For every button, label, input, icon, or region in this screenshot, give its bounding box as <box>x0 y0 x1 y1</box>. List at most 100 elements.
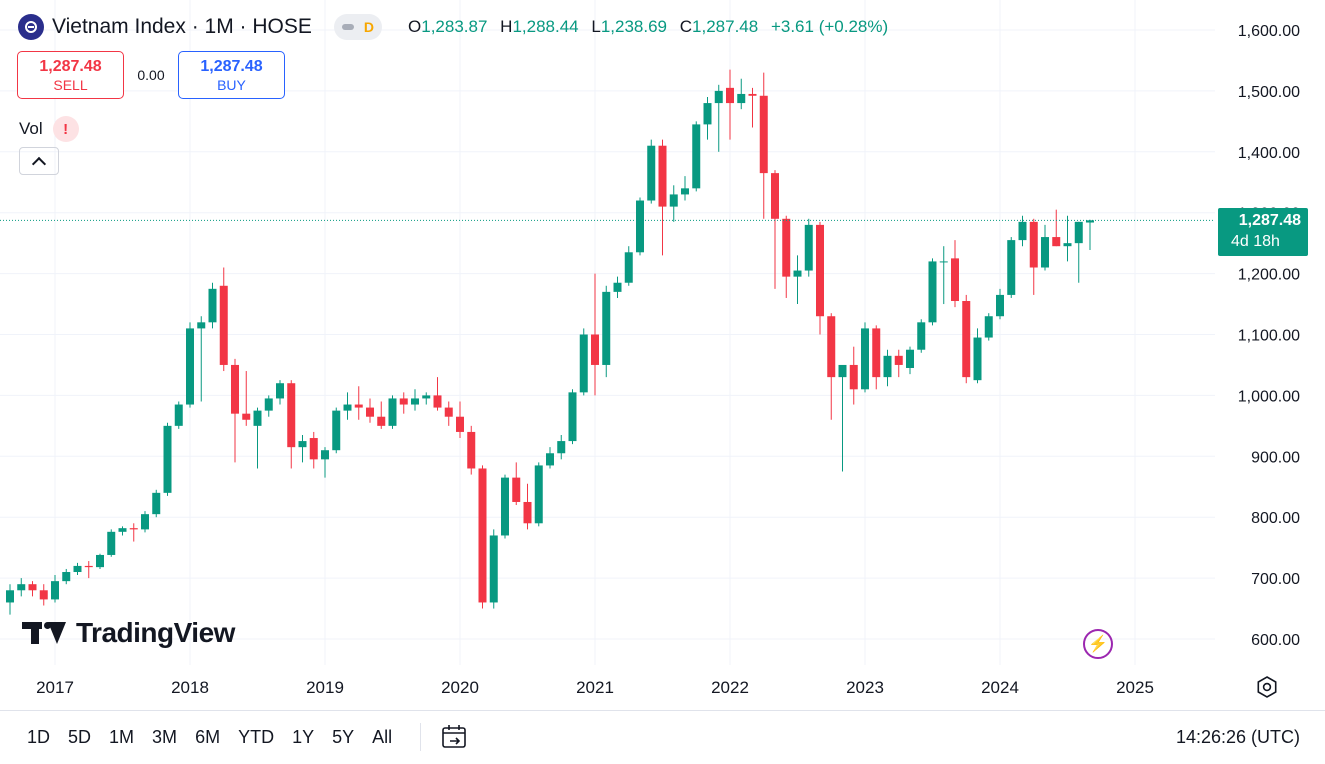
candle-up <box>51 575 59 603</box>
candle-down <box>816 221 824 335</box>
range-1m[interactable]: 1M <box>109 727 135 747</box>
range-selector: 1D 5D 1M 3M 6M YTD 1Y 5Y All <box>27 727 410 748</box>
status-dot-icon <box>341 24 354 30</box>
vn-index-icon[interactable] <box>18 14 44 40</box>
price-tick-label: 1,100.00 <box>1238 328 1300 345</box>
candle-down <box>1029 218 1038 295</box>
candle-body <box>861 328 869 390</box>
buy-button[interactable]: 1,287.48 BUY <box>178 51 285 99</box>
candle-up <box>96 553 104 569</box>
open-label: O <box>408 17 422 36</box>
candle-body <box>579 334 588 393</box>
range-all[interactable]: All <box>372 727 393 747</box>
candle-body <box>984 316 993 338</box>
spread-value: 0.00 <box>137 67 165 83</box>
collapse-legend-button[interactable] <box>19 147 59 175</box>
candle-down <box>759 72 768 219</box>
candle-up <box>501 474 509 539</box>
candle-body <box>1018 221 1027 241</box>
candle-up <box>534 462 543 527</box>
range-3m[interactable]: 3M <box>152 727 178 747</box>
candle-down <box>39 584 48 606</box>
candle-body <box>6 590 14 603</box>
range-5d[interactable]: 5D <box>68 727 92 747</box>
candle-up <box>917 319 926 353</box>
range-ytd[interactable]: YTD <box>238 727 275 747</box>
candle-up <box>1018 215 1027 247</box>
candle-body <box>883 355 892 378</box>
price-axis: 1,600.001,500.001,400.001,300.001,200.00… <box>1238 23 1300 649</box>
candle-body <box>264 398 273 411</box>
toolbar-divider <box>420 723 421 751</box>
candle-down <box>28 581 37 597</box>
candle-body <box>62 572 71 582</box>
open-value: 1,283.87 <box>421 17 488 36</box>
calendar-range-icon[interactable] <box>440 723 468 751</box>
time-axis: 2017 2018 2019 2020 2021 2022 2023 2024 2025 <box>36 678 1154 697</box>
candle-up <box>636 197 644 256</box>
bottom-toolbar: 1D 5D 1M 3M 6M YTD 1Y 5Y All 14:26:26 (U… <box>0 710 1325 764</box>
candle-body <box>804 224 813 271</box>
price-chart[interactable]: 1,600.001,500.001,400.001,300.001,200.00… <box>0 0 1325 710</box>
candle-up <box>197 316 206 402</box>
tradingview-logo[interactable]: TradingView <box>22 617 235 649</box>
range-5y[interactable]: 5Y <box>332 727 355 747</box>
candle-up <box>647 139 656 204</box>
tradingview-logo-icon <box>22 620 68 646</box>
candle-up <box>422 392 431 405</box>
price-tick-label: 600.00 <box>1251 632 1300 649</box>
candle-up <box>141 511 149 533</box>
candle-body <box>939 261 948 263</box>
candle-body <box>399 398 408 405</box>
price-tick-label: 1,400.00 <box>1238 145 1300 162</box>
sell-label: SELL <box>53 76 88 93</box>
candle-down <box>1052 209 1061 247</box>
high-label: H <box>500 17 513 36</box>
candle-down <box>354 386 363 420</box>
close-value: 1,287.48 <box>692 17 759 36</box>
candle-up <box>793 255 802 305</box>
candle-up <box>906 346 914 375</box>
range-1d[interactable]: 1D <box>27 727 51 747</box>
candle-up <box>1041 224 1049 271</box>
price-tick-label: 1,200.00 <box>1238 267 1300 284</box>
candle-body <box>366 407 374 417</box>
candle-body <box>253 410 262 426</box>
candle-up <box>163 422 172 496</box>
utc-clock[interactable]: 14:26:26 (UTC) <box>1175 727 1300 747</box>
change-value: +3.61 (+0.28%) <box>770 17 889 36</box>
candle-body <box>748 93 757 96</box>
candles <box>6 69 1094 615</box>
volume-indicator-legend[interactable]: Vol ! <box>19 116 79 142</box>
candle-down <box>444 401 453 426</box>
candle-body <box>681 188 689 195</box>
candle-up <box>579 328 588 396</box>
tradingview-wordmark: TradingView <box>76 617 235 648</box>
candle-body <box>849 364 858 390</box>
warning-icon[interactable]: ! <box>52 116 79 142</box>
lightning-icon[interactable]: ⚡ <box>1083 629 1113 659</box>
candle-up <box>928 258 937 326</box>
candle-body <box>197 322 206 329</box>
candle-body <box>613 282 622 292</box>
candle-down <box>782 215 791 298</box>
settings-gear-icon[interactable] <box>1256 676 1278 698</box>
candle-body <box>737 93 746 104</box>
range-1y[interactable]: 1Y <box>292 727 315 747</box>
candle-up <box>714 84 723 152</box>
sell-button[interactable]: 1,287.48 SELL <box>17 51 124 99</box>
candle-body <box>1007 240 1016 295</box>
range-6m[interactable]: 6M <box>195 727 221 747</box>
data-mode-pill[interactable]: D <box>333 14 382 40</box>
candle-up <box>1007 237 1016 298</box>
candle-body <box>872 328 881 378</box>
candle-body <box>894 355 903 365</box>
candle-down <box>231 358 239 463</box>
candle-body <box>96 554 104 568</box>
candle-up <box>624 246 633 286</box>
candle-body <box>456 416 464 432</box>
candle-up <box>276 380 284 405</box>
candle-body <box>1052 237 1061 247</box>
candle-body <box>534 465 543 524</box>
symbol-title[interactable]: Vietnam Index · 1M · HOSE <box>52 15 312 38</box>
